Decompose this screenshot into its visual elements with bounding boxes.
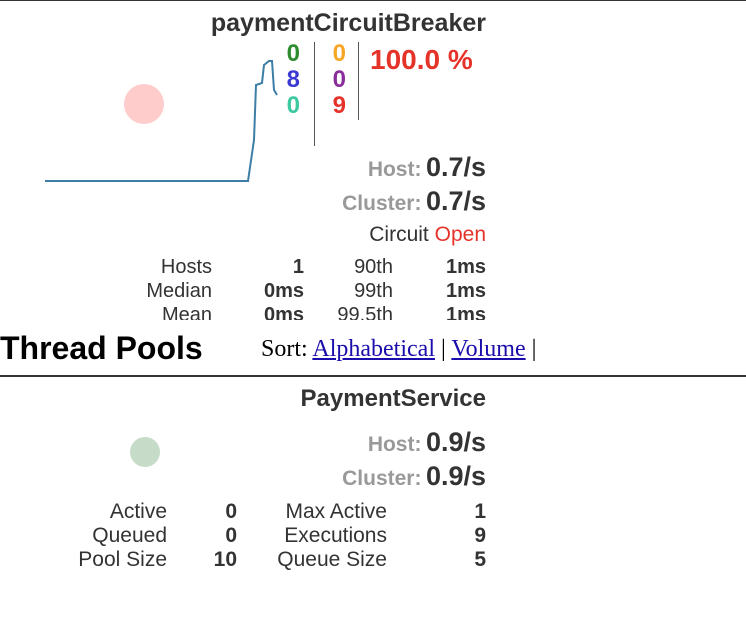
pool-size-label: Pool Size (78, 548, 167, 571)
max-active-value: 1 (474, 500, 486, 523)
p995-value: 1ms (445, 304, 486, 320)
thread-pools-divider (0, 375, 746, 377)
sort-controls: Sort: Alphabetical | Volume | (261, 336, 536, 363)
counts-divider-1 (314, 42, 315, 146)
thread-pools-heading: Thread Pools (0, 330, 203, 366)
p99-value: 1ms (445, 280, 486, 302)
top-divider (0, 0, 746, 1)
circuit-label: Circuit (369, 223, 429, 246)
sort-volume-link[interactable]: Volume (451, 336, 526, 362)
queue-size-label: Queue Size (277, 548, 387, 571)
p99-label: 99th (354, 280, 393, 302)
host-rate-value: 0.7/s (425, 152, 486, 182)
error-percentage: 100.0 % (370, 44, 473, 75)
short-circuited-count: 8 (286, 66, 300, 93)
executions-label: Executions (284, 524, 387, 547)
timeout-count: 0 (332, 40, 346, 67)
p90-value: 1ms (445, 256, 486, 278)
p995-label: 99.5th (337, 304, 393, 320)
pool-cluster-rate-value: 0.9/s (425, 461, 486, 491)
latency-stats: Hosts 1 90th 1ms Median 0ms 99th 1ms Mea… (0, 256, 486, 320)
host-rate-label: Host: (367, 158, 422, 181)
pool-host-rate-row: Host: 0.9/s (368, 427, 486, 458)
pool-host-rate-value: 0.9/s (425, 427, 486, 457)
mean-value: 0ms (263, 304, 304, 320)
counts-divider-2 (358, 42, 359, 120)
active-label: Active (109, 500, 167, 523)
circuit-status-row: Circuit Open (0, 223, 486, 247)
cluster-rate-row: Cluster: 0.7/s (342, 186, 486, 217)
p90-label: 90th (354, 256, 393, 278)
circuit-status: Open (434, 223, 486, 246)
pool-cluster-rate-row: Cluster: 0.9/s (342, 461, 486, 492)
executions-value: 9 (474, 524, 486, 547)
rejected-count: 0 (332, 66, 346, 93)
failure-count: 9 (332, 92, 346, 119)
request-rate-sparkline (45, 60, 278, 182)
circuit-sparkline-chart (45, 60, 278, 182)
hosts-value: 1 (292, 256, 304, 278)
circuit-breaker-title: paymentCircuitBreaker (210, 9, 486, 37)
pool-host-rate-label: Host: (367, 433, 422, 456)
pool-size-value: 10 (213, 548, 237, 571)
pool-cluster-rate-label: Cluster: (342, 467, 422, 490)
max-active-label: Max Active (285, 500, 387, 523)
cluster-rate-label: Cluster: (342, 192, 422, 215)
median-label: Median (146, 280, 212, 302)
host-rate-row: Host: 0.7/s (368, 152, 486, 183)
success-count: 0 (286, 40, 300, 67)
queued-label: Queued (92, 524, 167, 547)
thread-pool-title: PaymentService (300, 385, 486, 412)
sort-separator-trailing: | (531, 336, 537, 362)
sort-label: Sort: (261, 336, 308, 362)
queued-value: 0 (225, 524, 237, 547)
active-value: 0 (225, 500, 237, 523)
thread-pool-health-circle (130, 437, 160, 467)
sort-alphabetical-link[interactable]: Alphabetical (312, 336, 435, 362)
median-value: 0ms (263, 280, 304, 302)
thread-pool-circle-chart (130, 437, 160, 467)
hosts-label: Hosts (160, 256, 212, 278)
sort-separator: | (441, 336, 446, 362)
mean-label: Mean (161, 304, 212, 320)
circuit-health-circle (124, 84, 164, 124)
queue-size-value: 5 (474, 548, 486, 571)
cluster-rate-value: 0.7/s (425, 186, 486, 216)
bad-request-count: 0 (286, 92, 300, 119)
